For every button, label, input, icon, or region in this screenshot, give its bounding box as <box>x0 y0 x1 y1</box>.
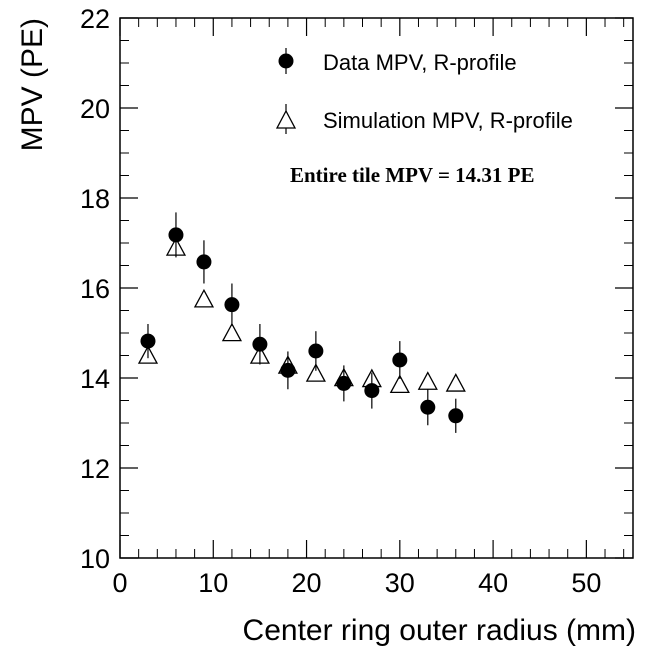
data-point <box>224 297 240 313</box>
simulation-point <box>417 371 438 390</box>
legend-marker-simulation <box>275 104 297 134</box>
simulation-point <box>221 322 243 342</box>
data-point <box>448 408 464 424</box>
legend: Data MPV, R-profile Simulation MPV, R-pr… <box>275 48 573 134</box>
y-tick-label: 14 <box>80 364 110 394</box>
data-point <box>280 362 296 378</box>
data-point <box>168 227 184 243</box>
legend-label-simulation: Simulation MPV, R-profile <box>323 108 573 133</box>
data-point <box>336 375 352 391</box>
y-tick-label: 20 <box>80 94 110 124</box>
plot-frame <box>119 17 634 559</box>
series-simulation <box>137 237 466 394</box>
x-tick-label: 30 <box>385 568 415 598</box>
data-point <box>308 343 324 359</box>
entire-tile-mpv-annotation: Entire tile MPV = 14.31 PE <box>290 163 535 187</box>
simulation-point <box>389 374 410 394</box>
x-axis-title: Center ring outer radius (mm) <box>243 614 636 647</box>
data-point <box>364 383 380 399</box>
y-axis-title: MPV (PE) <box>16 18 49 151</box>
data-point <box>252 336 268 352</box>
legend-label-data: Data MPV, R-profile <box>323 50 517 75</box>
y-tick-label: 10 <box>80 544 110 574</box>
x-tick-label: 40 <box>478 568 508 598</box>
series-layer <box>137 212 466 433</box>
simulation-point <box>193 288 215 308</box>
y-tick-label: 18 <box>80 184 110 214</box>
x-tick-label: 0 <box>112 568 127 598</box>
data-point <box>420 399 436 415</box>
x-tick-label: 20 <box>292 568 322 598</box>
axis-ticks <box>119 17 633 559</box>
y-tick-label: 16 <box>80 274 110 304</box>
y-tick-label: 22 <box>80 4 110 34</box>
data-point <box>392 352 408 368</box>
y-tick-label: 12 <box>80 454 110 484</box>
x-tick-label: 50 <box>571 568 601 598</box>
simulation-point <box>445 373 466 392</box>
simulation-point <box>305 363 326 382</box>
series-data <box>140 212 464 433</box>
x-tick-label: 10 <box>198 568 228 598</box>
legend-marker-data <box>278 48 294 74</box>
data-point <box>140 333 156 349</box>
data-point <box>196 254 212 270</box>
